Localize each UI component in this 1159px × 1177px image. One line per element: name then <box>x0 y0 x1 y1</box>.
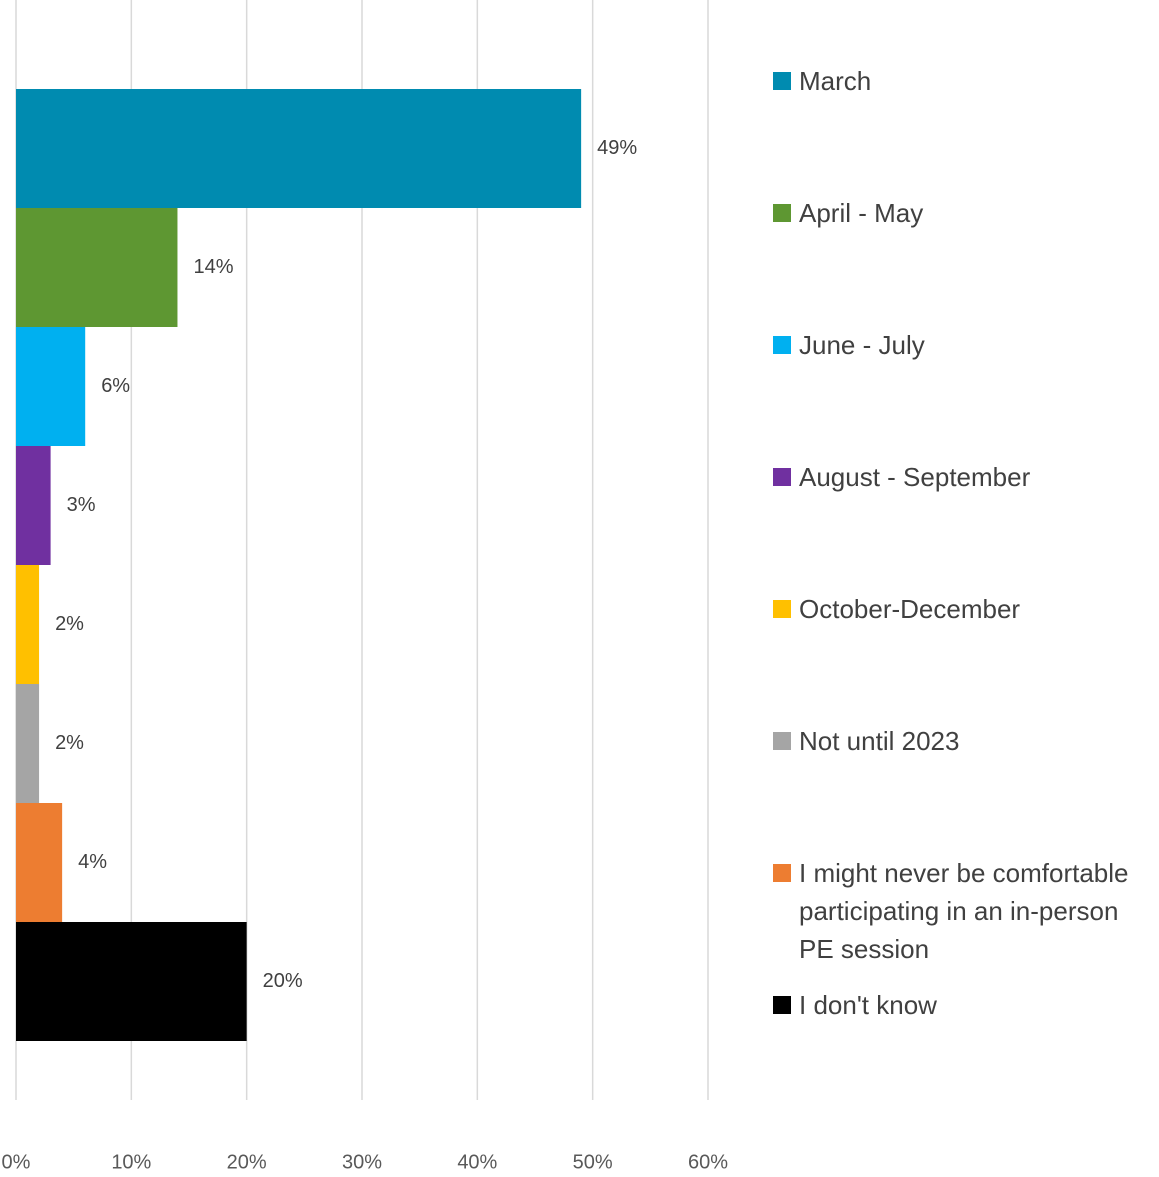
legend-label: April - May <box>799 198 924 228</box>
bar <box>16 446 51 565</box>
value-label: 49% <box>597 137 637 159</box>
value-label: 2% <box>55 613 84 635</box>
bar <box>16 208 178 327</box>
bar <box>16 565 40 684</box>
legend-label: I don't know <box>799 990 937 1020</box>
legend-swatch <box>773 336 791 354</box>
legend-item: I don't know <box>773 986 1153 1024</box>
legend-item: Not until 2023 <box>773 722 1153 760</box>
legend-swatch <box>773 72 791 90</box>
x-tick-label: 10% <box>111 1151 151 1173</box>
bar <box>16 803 63 922</box>
legend-swatch <box>773 864 791 882</box>
legend-label: August - September <box>799 462 1031 492</box>
legend-label: March <box>799 66 872 96</box>
legend-item: August - September <box>773 458 1153 496</box>
legend-item: March <box>773 62 1153 100</box>
legend-swatch <box>773 468 791 486</box>
value-label: 4% <box>78 851 107 873</box>
x-tick-label: 0% <box>2 1151 31 1173</box>
chart: 0% 10% 20% 30% 40% 50% 60% 49% 14% 6% 3% 2% 2% 4% 20% <box>2 0 728 1173</box>
value-label: 3% <box>67 494 96 516</box>
bar <box>16 922 247 1041</box>
legend-item: I might never be comfortable participati… <box>773 854 1153 968</box>
legend-label: Not until 2023 <box>799 726 960 756</box>
value-label: 20% <box>263 970 303 992</box>
x-tick-label: 60% <box>688 1151 728 1173</box>
x-tick-label: 20% <box>227 1151 267 1173</box>
legend-label: I might never be comfortable participati… <box>799 858 1129 964</box>
legend-swatch <box>773 996 791 1014</box>
legend-swatch <box>773 204 791 222</box>
bar <box>16 684 40 803</box>
value-label: 14% <box>193 256 233 278</box>
legend-item: June - July <box>773 326 1153 364</box>
value-label: 2% <box>55 732 84 754</box>
legend-label: October-December <box>799 594 1021 624</box>
x-tick-label: 30% <box>342 1151 382 1173</box>
x-tick-label: 40% <box>457 1151 497 1173</box>
legend-item: April - May <box>773 194 1153 232</box>
legend-swatch <box>773 732 791 750</box>
bar <box>16 327 86 446</box>
legend-label: June - July <box>799 330 925 360</box>
legend-item: October-December <box>773 590 1153 628</box>
bar <box>16 89 582 208</box>
value-label: 6% <box>101 375 130 397</box>
x-tick-label: 50% <box>573 1151 613 1173</box>
legend-swatch <box>773 600 791 618</box>
